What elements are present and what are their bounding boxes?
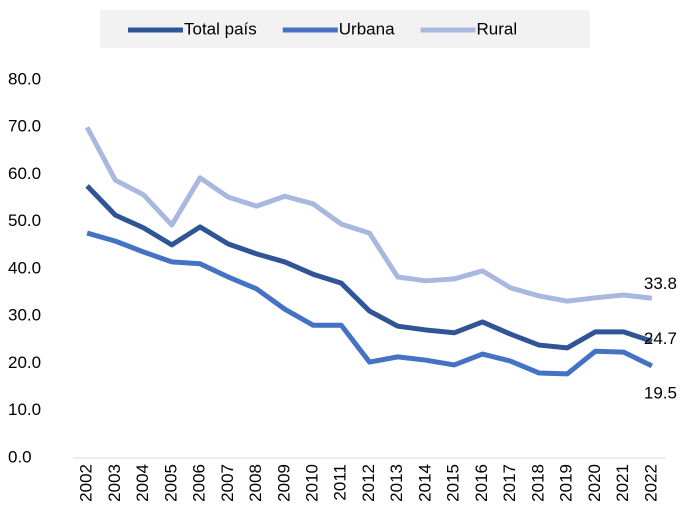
data-label: 33.8 (644, 274, 677, 293)
series-line (86, 230, 653, 377)
y-tick-label: 20.0 (8, 353, 41, 372)
y-tick-label: 60.0 (8, 164, 41, 183)
x-tick-label: 2012 (359, 464, 378, 502)
x-tick-label: 2007 (218, 464, 237, 502)
x-tick-label: 2014 (415, 464, 434, 502)
x-tick-label: 2010 (303, 464, 322, 502)
y-tick-label: 40.0 (8, 258, 41, 277)
x-tick-label: 2009 (274, 464, 293, 502)
x-tick-label: 2013 (387, 464, 406, 502)
y-tick-label: 30.0 (8, 306, 41, 325)
x-tick-label: 2016 (472, 464, 491, 502)
legend-label: Rural (477, 19, 518, 38)
x-tick-label: 2020 (585, 464, 604, 502)
x-tick-label: 2003 (105, 464, 124, 502)
data-label: 19.5 (644, 383, 677, 402)
legend-label: Urbana (339, 19, 395, 38)
x-tick-label: 2019 (557, 464, 576, 502)
x-tick-label: 2017 (500, 464, 519, 502)
legend-label: Total país (184, 19, 257, 38)
y-tick-label: 80.0 (8, 69, 41, 88)
x-tick-label: 2021 (613, 464, 632, 502)
y-tick-label: 10.0 (8, 400, 41, 419)
series-line (85, 184, 653, 351)
y-tick-label: 50.0 (8, 211, 41, 230)
x-tick-label: 2006 (190, 464, 209, 502)
series-line (84, 126, 653, 304)
y-tick-label: 0.0 (8, 447, 32, 466)
x-tick-label: 2011 (331, 464, 350, 501)
x-tick-label: 2018 (528, 464, 547, 502)
x-tick-label: 2015 (444, 464, 463, 502)
x-tick-label: 2022 (641, 464, 660, 502)
y-tick-label: 70.0 (8, 117, 41, 136)
data-label: 24.7 (644, 329, 677, 348)
x-tick-label: 2008 (246, 464, 265, 502)
x-tick-label: 2002 (77, 464, 96, 502)
x-tick-label: 2005 (161, 464, 180, 502)
x-tick-label: 2004 (133, 464, 152, 502)
